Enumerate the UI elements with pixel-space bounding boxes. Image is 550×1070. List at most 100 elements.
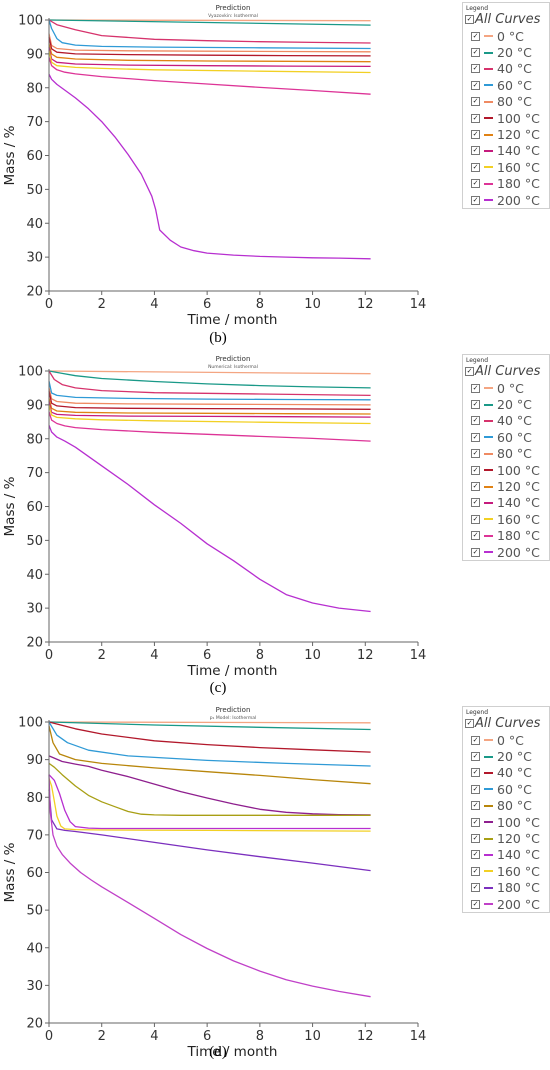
legend-item-4[interactable]: ✓ 80 °C [471,798,549,814]
series-line-6 [48,397,371,415]
legend-item-3[interactable]: ✓ 60 °C [471,781,549,797]
legend-item-9[interactable]: ✓ 180 °C [471,880,549,896]
legend-all-curves[interactable]: ✓ All Curves [465,12,549,27]
checkbox-icon[interactable]: ✓ [471,866,480,876]
checkbox-icon[interactable]: ✓ [471,735,480,745]
legend-item-8[interactable]: ✓ 160 °C [471,863,549,879]
y-tick-label: 100 [18,365,43,380]
legend-item-8[interactable]: ✓ 160 °C [471,511,549,527]
legend-swatch [484,837,493,840]
legend-item-2[interactable]: ✓ 40 °C [471,413,549,429]
checkbox-icon[interactable]: ✓ [471,97,480,107]
checkbox-icon[interactable]: ✓ [471,801,480,811]
y-tick-label: 90 [26,47,43,62]
y-tick-label: 50 [26,183,43,198]
legend-item-0[interactable]: ✓ 0 °C [471,732,549,748]
chart-panel-b: Prediction Vyazovkin: Isothermal 20 30 40 50 6… [0,0,550,354]
legend-item-0[interactable]: ✓ 0 °C [471,28,549,44]
legend-item-5[interactable]: ✓ 100 °C [471,110,549,126]
legend-item-7[interactable]: ✓ 140 °C [471,143,549,159]
legend-item-10[interactable]: ✓ 200 °C [471,544,549,560]
x-tick-label: 10 [304,648,321,663]
checkbox-icon[interactable]: ✓ [471,498,480,508]
legend-item-4[interactable]: ✓ 80 °C [471,446,549,462]
checkbox-icon[interactable]: ✓ [471,146,480,156]
checkbox-icon[interactable]: ✓ [465,719,474,728]
checkbox-icon[interactable]: ✓ [471,834,480,844]
checkbox-icon[interactable]: ✓ [471,416,480,426]
legend-item-1[interactable]: ✓ 20 °C [471,748,549,764]
checkbox-icon[interactable]: ✓ [471,383,480,393]
legend-title: Legend [466,709,489,716]
legend-item-3[interactable]: ✓ 60 °C [471,77,549,93]
y-tick-label: 50 [26,904,43,919]
checkbox-icon[interactable]: ✓ [471,80,480,90]
checkbox-icon[interactable]: ✓ [471,883,480,893]
checkbox-icon[interactable]: ✓ [465,367,474,376]
checkbox-icon[interactable]: ✓ [471,531,480,541]
checkbox-icon[interactable]: ✓ [471,432,480,442]
legend-swatch [484,771,493,774]
checkbox-icon[interactable]: ✓ [471,64,480,74]
chart-title: Prediction [216,4,251,12]
legend-item-8[interactable]: ✓ 160 °C [471,159,549,175]
legend-item-2[interactable]: ✓ 40 °C [471,61,549,77]
legend-swatch [484,100,493,103]
checkbox-icon[interactable]: ✓ [471,784,480,794]
checkbox-icon[interactable]: ✓ [471,31,480,41]
checkbox-icon[interactable]: ✓ [471,752,480,762]
x-tick-label: 0 [45,297,53,312]
checkbox-icon[interactable]: ✓ [471,850,480,860]
checkbox-icon[interactable]: ✓ [471,195,480,205]
legend-all-label: All Curves [475,12,541,27]
legend-item-5[interactable]: ✓ 100 °C [471,462,549,478]
checkbox-icon[interactable]: ✓ [471,817,480,827]
legend-item-9[interactable]: ✓ 180 °C [471,176,549,192]
legend-item-1[interactable]: ✓ 20 °C [471,396,549,412]
chart-title: Prediction [216,355,251,363]
legend-item-1[interactable]: ✓ 20 °C [471,44,549,60]
legend-item-6[interactable]: ✓ 120 °C [471,830,549,846]
legend-item-10[interactable]: ✓ 200 °C [471,192,549,208]
checkbox-icon[interactable]: ✓ [471,113,480,123]
legend-item-5[interactable]: ✓ 100 °C [471,814,549,830]
legend-item-6[interactable]: ✓ 120 °C [471,126,549,142]
y-tick-label: 60 [26,149,43,164]
legend-swatch [484,199,493,202]
checkbox-icon[interactable]: ✓ [471,130,480,140]
checkbox-icon[interactable]: ✓ [471,449,480,459]
checkbox-icon[interactable]: ✓ [471,179,480,189]
checkbox-icon[interactable]: ✓ [471,162,480,172]
legend-item-6[interactable]: ✓ 120 °C [471,478,549,494]
checkbox-icon[interactable]: ✓ [471,400,480,410]
legend-swatch [484,35,493,38]
legend-item-2[interactable]: ✓ 40 °C [471,765,549,781]
checkbox-icon[interactable]: ✓ [471,768,480,778]
chart-subtitle: p₁ Model: Isothermal [210,715,257,721]
legend-item-3[interactable]: ✓ 60 °C [471,429,549,445]
legend-item-10[interactable]: ✓ 200 °C [471,896,549,912]
legend-items: ✓ 0 °C ✓ 20 °C ✓ 40 °C ✓ 60 °C ✓ 80 °C ✓ 100 °C ✓ 120… [463,380,549,560]
y-tick-label: 90 [26,398,43,413]
legend-items: ✓ 0 °C ✓ 20 °C ✓ 40 °C ✓ 60 °C ✓ 80 °C ✓ 100 °C ✓ 120… [463,28,549,208]
checkbox-icon[interactable]: ✓ [465,15,474,24]
panel-caption-b: (b) [209,330,227,346]
legend-item-4[interactable]: ✓ 80 °C [471,94,549,110]
legend-label: 140 °C [497,847,540,863]
series-line-8 [48,778,371,832]
checkbox-icon[interactable]: ✓ [471,899,480,909]
legend-item-7[interactable]: ✓ 140 °C [471,495,549,511]
checkbox-icon[interactable]: ✓ [471,465,480,475]
series-line-8 [48,50,371,74]
legend-all-curves[interactable]: ✓ All Curves [465,364,549,379]
y-tick-label: 100 [18,14,43,29]
legend-item-7[interactable]: ✓ 140 °C [471,847,549,863]
series-line-1 [48,19,371,26]
legend-item-9[interactable]: ✓ 180 °C [471,528,549,544]
checkbox-icon[interactable]: ✓ [471,48,480,58]
checkbox-icon[interactable]: ✓ [471,514,480,524]
legend-all-curves[interactable]: ✓ All Curves [465,716,549,731]
checkbox-icon[interactable]: ✓ [471,547,480,557]
checkbox-icon[interactable]: ✓ [471,482,480,492]
legend-item-0[interactable]: ✓ 0 °C [471,380,549,396]
